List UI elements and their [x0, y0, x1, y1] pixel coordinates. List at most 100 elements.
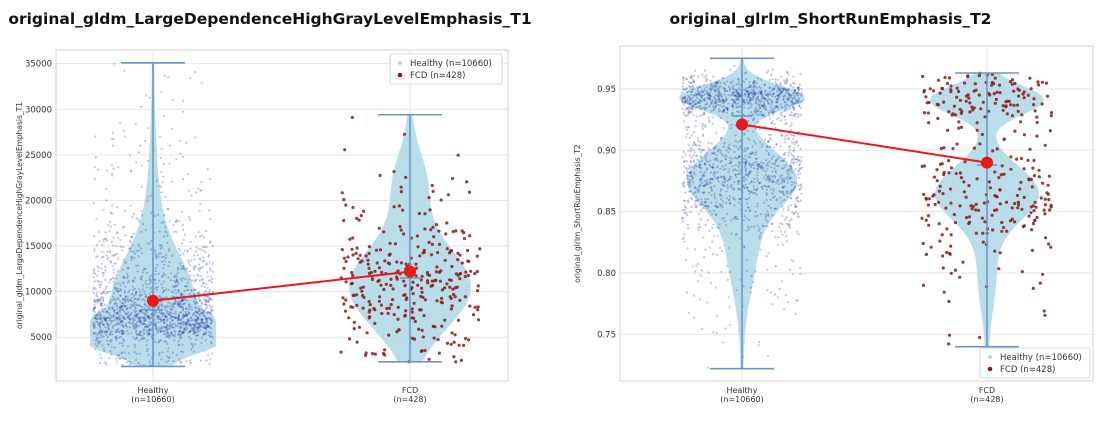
data-point — [94, 135, 97, 138]
data-point — [771, 107, 775, 110]
data-point — [699, 114, 702, 117]
data-point — [797, 87, 800, 90]
data-point — [733, 188, 736, 191]
data-point — [135, 217, 138, 220]
data-point — [115, 289, 118, 292]
data-point — [177, 302, 180, 306]
data-point — [785, 107, 788, 110]
data-point — [689, 101, 692, 105]
data-point — [399, 185, 403, 189]
data-point — [744, 198, 747, 201]
data-point — [1047, 198, 1051, 202]
data-point — [766, 175, 769, 178]
data-point — [171, 127, 174, 130]
data-point — [169, 317, 172, 320]
data-point — [197, 267, 200, 270]
data-point — [106, 250, 109, 253]
data-point — [116, 308, 119, 311]
data-point — [203, 333, 206, 336]
data-point — [169, 331, 173, 334]
data-point — [109, 225, 112, 228]
data-point — [795, 112, 798, 115]
data-point — [749, 165, 752, 168]
data-point — [211, 305, 214, 308]
data-point — [727, 246, 730, 250]
data-point — [763, 115, 766, 118]
data-point — [463, 274, 467, 279]
data-point — [118, 316, 121, 319]
data-point — [685, 100, 688, 103]
data-point — [790, 134, 793, 137]
data-point — [775, 90, 778, 93]
data-point — [780, 174, 783, 177]
data-point — [159, 318, 163, 322]
data-point — [164, 308, 167, 311]
data-point — [719, 160, 722, 163]
data-point — [97, 270, 100, 273]
data-point — [760, 92, 763, 95]
y-tick-label: 30000 — [25, 105, 52, 115]
data-point — [759, 231, 763, 235]
data-point — [732, 188, 735, 191]
data-point — [700, 96, 703, 99]
data-point — [109, 211, 112, 214]
data-point — [750, 151, 753, 154]
data-point — [367, 310, 371, 314]
data-point — [116, 311, 119, 314]
data-point — [1016, 206, 1020, 210]
data-point — [1030, 185, 1034, 189]
data-point — [445, 341, 450, 345]
data-point — [195, 338, 198, 341]
data-point — [209, 275, 212, 278]
data-point — [756, 167, 759, 170]
data-point — [700, 94, 703, 97]
data-point — [769, 175, 772, 178]
data-point — [154, 310, 158, 314]
data-point — [791, 98, 794, 101]
data-point — [941, 192, 945, 196]
data-point — [742, 219, 746, 222]
data-point — [705, 204, 708, 207]
data-point — [766, 178, 769, 181]
data-point — [210, 312, 213, 315]
data-point — [97, 168, 100, 171]
data-point — [769, 93, 772, 97]
data-point — [706, 160, 709, 163]
data-point — [796, 299, 799, 302]
data-point — [398, 224, 402, 229]
data-point — [206, 310, 209, 314]
data-point — [704, 124, 707, 127]
data-point — [185, 314, 188, 317]
data-point — [138, 331, 141, 334]
data-point — [682, 150, 685, 153]
data-point — [177, 314, 180, 317]
data-point — [154, 311, 157, 314]
data-point — [783, 101, 786, 104]
data-point — [145, 286, 148, 289]
data-point — [117, 257, 120, 260]
data-point — [927, 197, 931, 201]
data-point — [177, 266, 180, 269]
data-point — [145, 304, 148, 307]
data-point — [947, 110, 951, 114]
data-point — [109, 277, 112, 281]
data-point — [177, 343, 180, 346]
data-point — [210, 318, 213, 321]
data-point — [776, 158, 779, 161]
data-point — [703, 180, 706, 183]
data-point — [788, 132, 791, 136]
data-point — [752, 88, 755, 91]
data-point — [780, 182, 783, 185]
data-point — [777, 243, 780, 247]
data-point — [776, 94, 779, 97]
data-point — [727, 85, 731, 89]
data-point — [379, 283, 383, 287]
data-point — [158, 316, 161, 319]
data-point — [194, 321, 197, 324]
data-point — [759, 213, 763, 216]
data-point — [788, 148, 791, 151]
data-point — [731, 186, 734, 189]
data-point — [163, 340, 166, 343]
data-point — [694, 248, 697, 251]
data-point — [115, 336, 118, 340]
